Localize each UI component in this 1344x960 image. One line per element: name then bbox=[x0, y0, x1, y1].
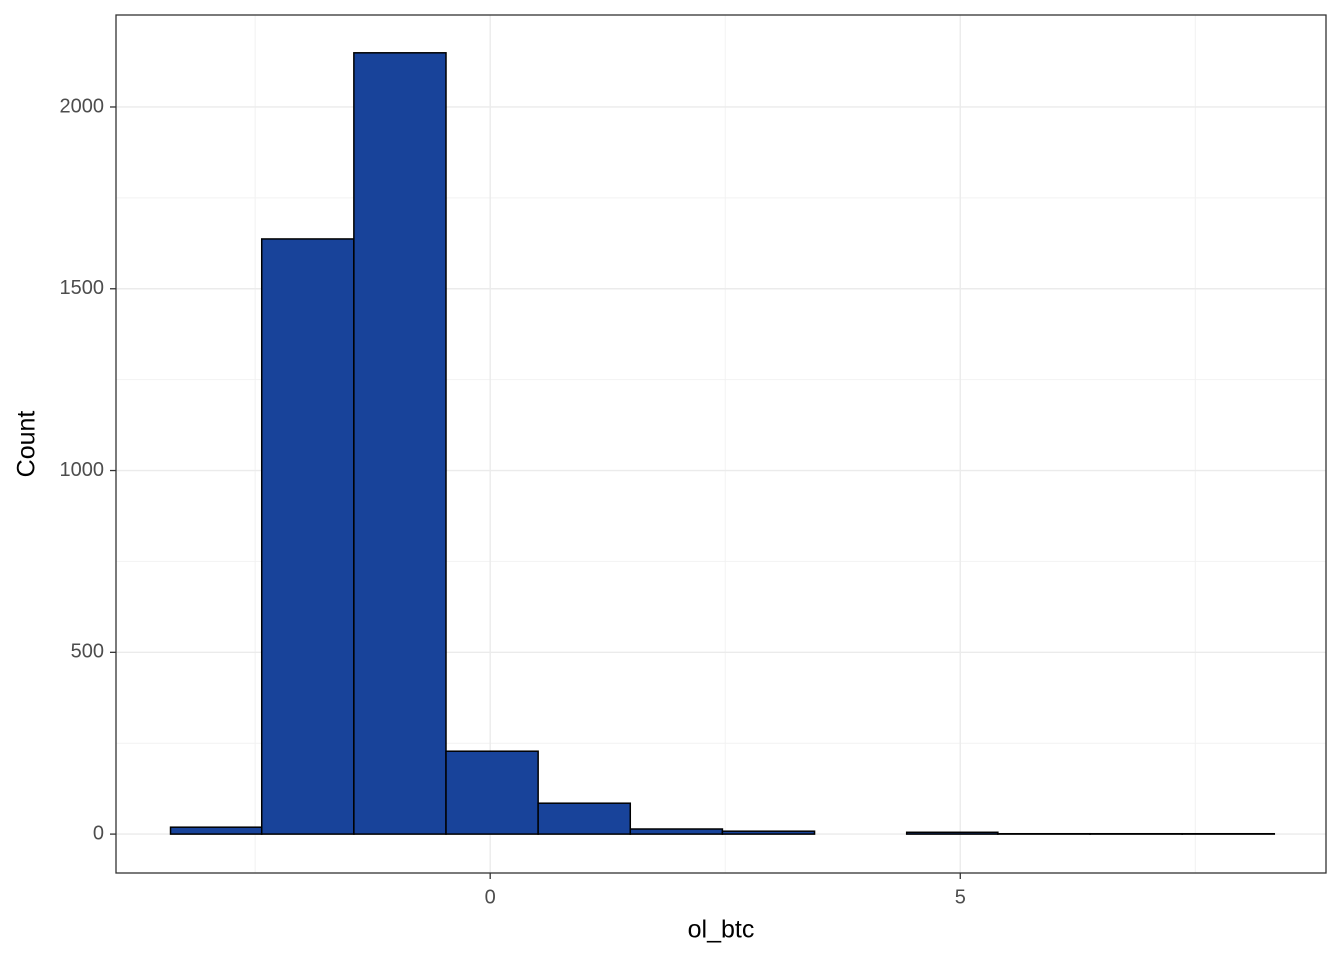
bar bbox=[260, 238, 355, 835]
bar bbox=[721, 830, 816, 835]
bars bbox=[169, 52, 1276, 835]
y-tick-label: 2000 bbox=[60, 95, 105, 117]
y-axis-title: Count bbox=[13, 411, 41, 478]
y-tick-label: 1000 bbox=[60, 459, 105, 481]
bar bbox=[445, 750, 539, 835]
x-axis-title: ol_btc bbox=[688, 916, 755, 944]
y-tick-label: 1500 bbox=[60, 277, 105, 299]
bar bbox=[537, 802, 632, 835]
bar bbox=[629, 828, 724, 835]
x-tick-label: 0 bbox=[485, 886, 496, 908]
y-tick-label: 0 bbox=[93, 822, 104, 844]
bar bbox=[353, 52, 447, 835]
y-tick-label: 500 bbox=[71, 641, 104, 663]
panel-border bbox=[115, 14, 1327, 874]
bar bbox=[169, 826, 263, 835]
x-tick-label: 5 bbox=[955, 886, 966, 908]
bar bbox=[905, 831, 999, 835]
